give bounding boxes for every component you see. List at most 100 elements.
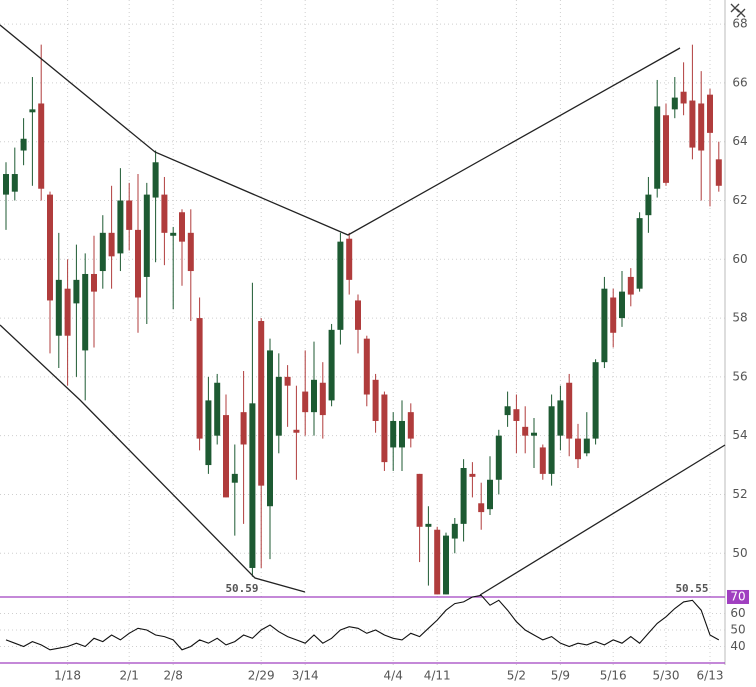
corner-icon[interactable] bbox=[730, 3, 746, 18]
tick-badge bbox=[727, 589, 749, 604]
candle-body bbox=[170, 232, 177, 236]
candle-body bbox=[73, 279, 80, 304]
candle-body bbox=[416, 473, 423, 527]
candle-body bbox=[425, 523, 432, 527]
x-tick-label: 3/14 bbox=[292, 669, 319, 683]
candle-body bbox=[390, 420, 397, 448]
candle-body bbox=[460, 468, 467, 524]
candle-body bbox=[671, 97, 678, 110]
candle-body bbox=[267, 350, 273, 507]
x-tick-label: 2/29 bbox=[248, 669, 275, 683]
y-tick-label: 52 bbox=[732, 487, 747, 501]
candles bbox=[3, 44, 722, 595]
candle-body bbox=[557, 400, 564, 436]
y-tick-label: 54 bbox=[732, 428, 747, 442]
x-tick-label: 2/1 bbox=[120, 669, 139, 683]
candle-body bbox=[513, 409, 520, 421]
candle-body bbox=[20, 138, 27, 151]
candle-body bbox=[698, 103, 705, 151]
candle-body bbox=[179, 212, 185, 242]
candle-body bbox=[583, 438, 590, 454]
trendline bbox=[0, 324, 306, 593]
candle-body bbox=[231, 473, 238, 483]
candle-body bbox=[363, 338, 370, 395]
candle-body bbox=[645, 194, 652, 216]
candle-body bbox=[636, 218, 643, 289]
candle-body bbox=[399, 420, 405, 448]
y-tick-label: 64 bbox=[732, 134, 747, 148]
candle-body bbox=[311, 379, 317, 413]
candle-body bbox=[495, 435, 502, 480]
y-tick-label: 56 bbox=[732, 369, 747, 383]
candle-body bbox=[328, 329, 335, 401]
x-tick-label: 5/16 bbox=[600, 669, 627, 683]
x-tick-label: 4/11 bbox=[424, 669, 451, 683]
candle-body bbox=[64, 288, 71, 336]
y-tick-label: 66 bbox=[732, 75, 747, 89]
candle-body bbox=[346, 238, 353, 280]
candle-body bbox=[654, 106, 661, 189]
candle-body bbox=[539, 447, 546, 474]
candle-body bbox=[469, 473, 476, 477]
candle-body bbox=[11, 174, 18, 192]
candle-body bbox=[91, 273, 97, 292]
x-tick-label: 2/8 bbox=[164, 669, 183, 683]
candle-body bbox=[38, 103, 45, 189]
y-tick-label: 40 bbox=[730, 639, 745, 653]
candle-body bbox=[284, 376, 291, 386]
y-tick-label: 70 bbox=[730, 589, 745, 603]
candle-body bbox=[47, 194, 53, 301]
x-tick-label: 6/13 bbox=[697, 669, 724, 683]
candle-body bbox=[680, 91, 687, 104]
y-tick-label: 60 bbox=[732, 252, 747, 266]
annotation: 50.55 bbox=[675, 582, 708, 595]
y-tick-label: 50 bbox=[730, 623, 745, 637]
candle-body bbox=[275, 376, 282, 436]
candle-body bbox=[82, 273, 89, 351]
y-tick-label: 50 bbox=[732, 546, 747, 560]
y-tick-label: 68 bbox=[732, 17, 747, 31]
candle-body bbox=[108, 232, 115, 257]
candle-body bbox=[223, 415, 229, 498]
candle-body bbox=[135, 229, 141, 298]
x-tick-label: 1/18 bbox=[54, 669, 81, 683]
candle-body bbox=[434, 529, 441, 595]
candle-body bbox=[293, 429, 300, 433]
candle-body bbox=[381, 394, 388, 463]
candle-body bbox=[196, 318, 203, 439]
candle-body bbox=[522, 426, 529, 436]
y-tick-label: 58 bbox=[732, 311, 747, 325]
candle-body bbox=[592, 362, 599, 439]
rsi-pane: 40 50 60 70 bbox=[0, 589, 749, 664]
candle-body bbox=[566, 382, 573, 439]
x-tick-label: 5/30 bbox=[653, 669, 680, 683]
candle-body bbox=[302, 391, 309, 413]
candle-body bbox=[707, 94, 713, 133]
candle-body bbox=[187, 232, 194, 272]
x-tick-label: 4/4 bbox=[384, 669, 403, 683]
candle-body bbox=[663, 115, 669, 183]
candle-body bbox=[161, 194, 168, 233]
candle-body bbox=[443, 535, 449, 595]
candle-body bbox=[55, 279, 62, 336]
candle-body bbox=[372, 379, 379, 421]
trendline bbox=[0, 24, 681, 236]
candle-body bbox=[619, 291, 625, 319]
candle-body bbox=[610, 297, 617, 333]
x-tick-label: 5/9 bbox=[551, 669, 570, 683]
candle-body bbox=[504, 406, 511, 416]
candle-body bbox=[319, 382, 326, 416]
candle-body bbox=[575, 438, 581, 460]
rsi-line bbox=[5, 594, 720, 651]
candle-body bbox=[627, 276, 634, 295]
candle-body bbox=[152, 162, 159, 198]
candle-body bbox=[214, 382, 221, 436]
candle-body bbox=[355, 300, 361, 330]
candle-body bbox=[126, 200, 133, 230]
trendline bbox=[479, 444, 726, 596]
candle-body bbox=[689, 100, 696, 148]
candle-body bbox=[249, 403, 256, 568]
candle-body bbox=[143, 194, 150, 277]
candle-body bbox=[531, 432, 537, 436]
